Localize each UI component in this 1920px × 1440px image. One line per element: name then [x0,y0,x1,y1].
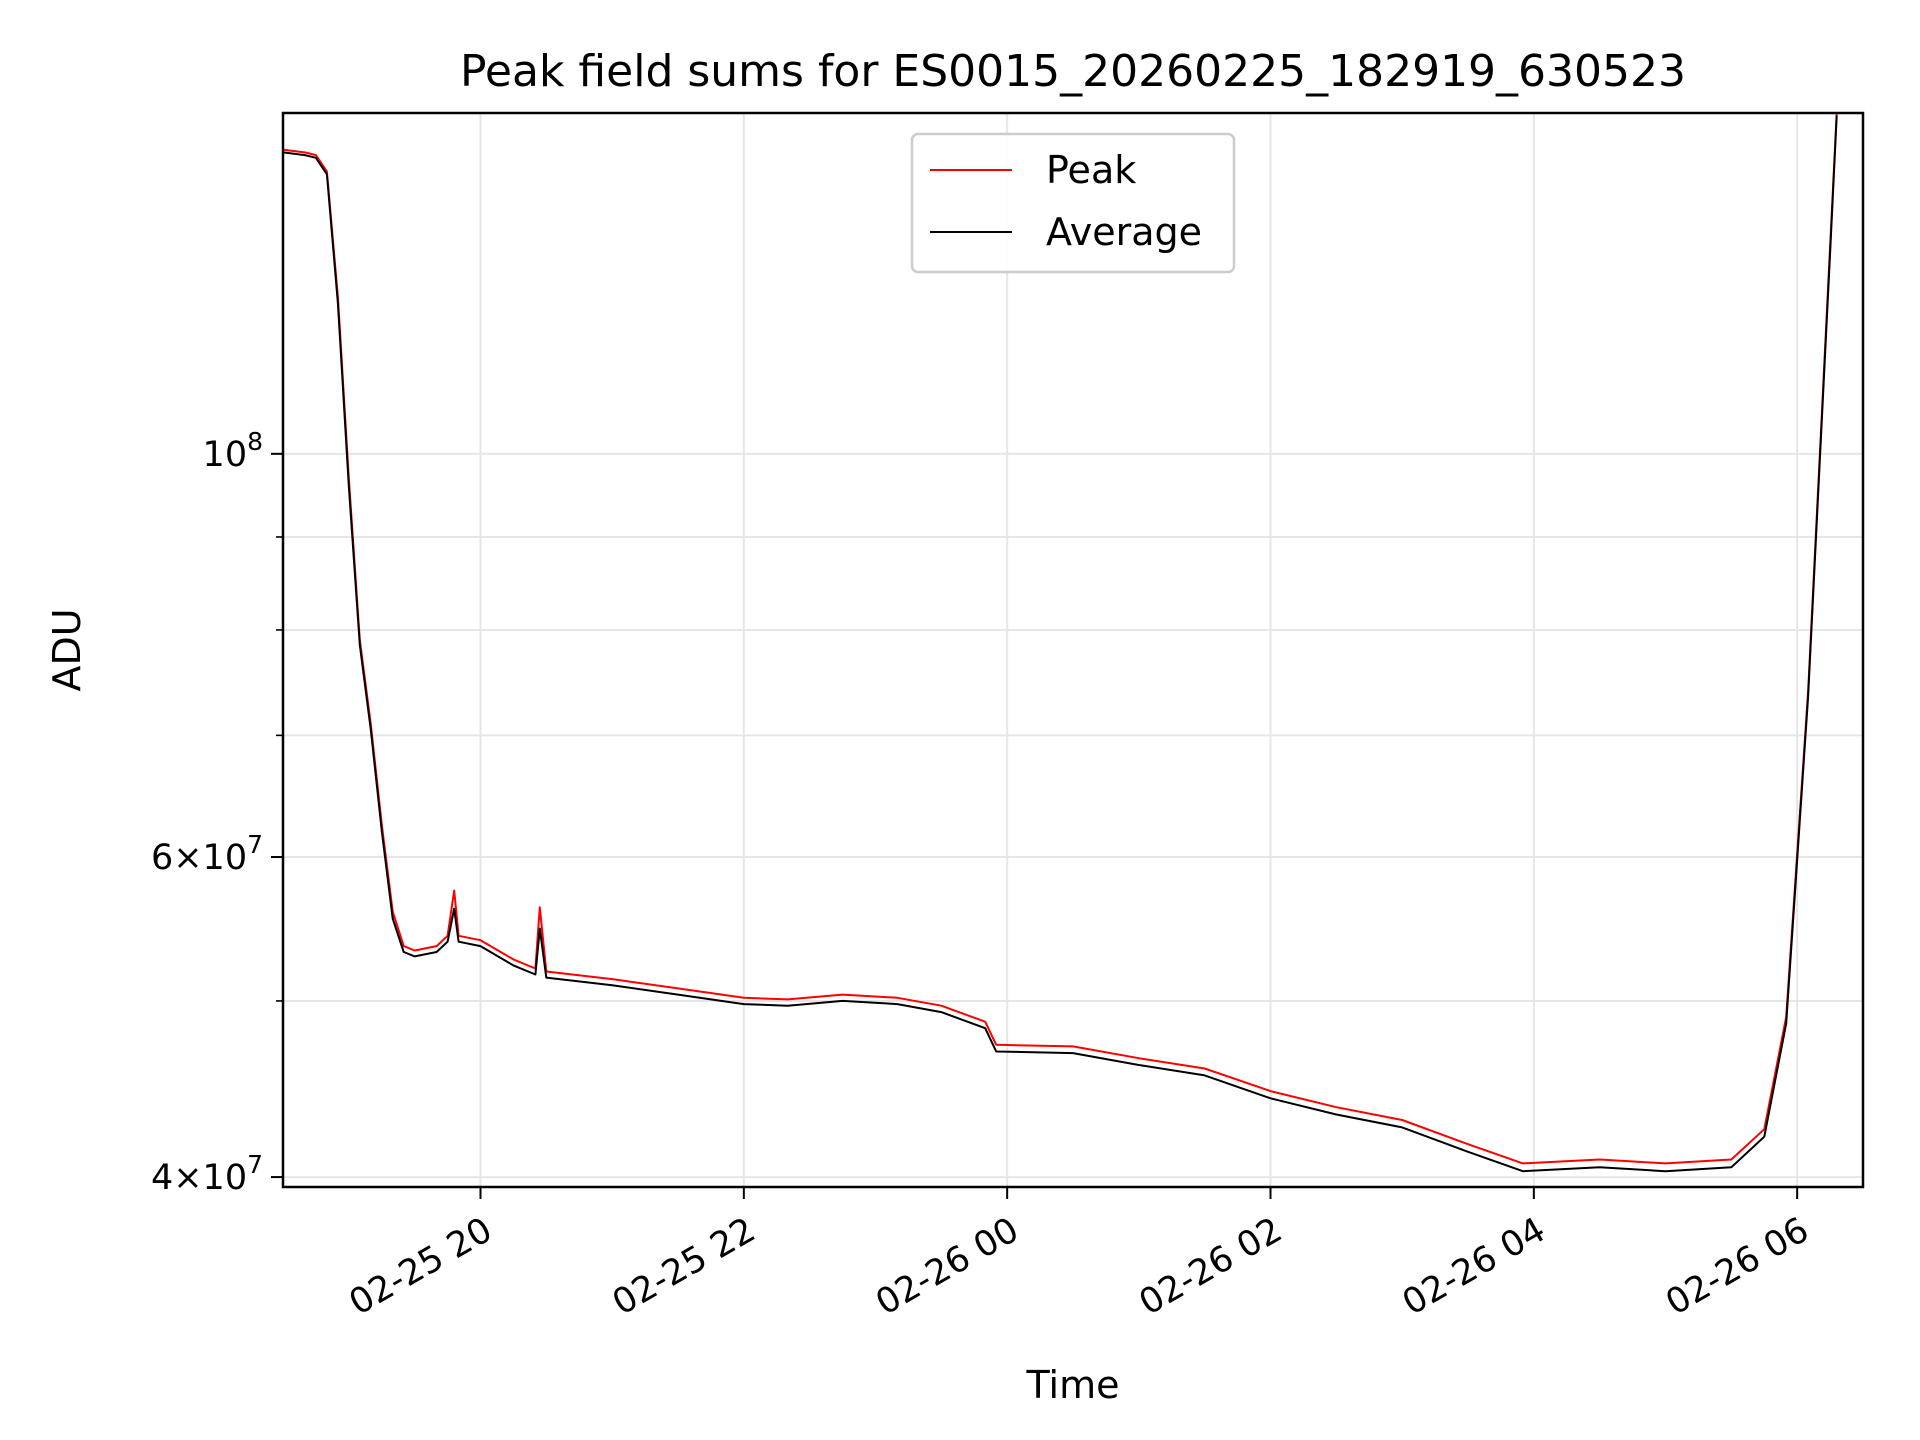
x-axis-ticks: 02-25 20 02-25 22 02-26 00 02-26 02 02-26 04… [343,1187,1816,1323]
x-tick-label: 02-26 06 [1659,1210,1815,1323]
chart-title: Peak field sums for ES0015_20260225_1829… [460,46,1686,97]
y-tick-multiply: × [173,1158,202,1198]
x-tick-label: 02-26 04 [1396,1210,1552,1323]
y-axis-label: ADU [45,608,89,691]
y-tick-ten: 10 [203,1158,248,1198]
y-tick-ten: 10 [203,838,248,878]
x-tick-label: 02-26 02 [1133,1210,1289,1323]
y-tick-ten: 10 [203,435,248,475]
y-tick-label: 6×107 [151,830,263,878]
x-tick-label: 02-25 20 [343,1210,499,1323]
y-tick-base: 6 [151,838,173,878]
grid-lines [283,113,1863,1187]
y-tick-exponent: 8 [247,427,263,456]
series-lines [283,113,1838,1173]
series-line-average [283,115,1838,1173]
legend: Peak Average [910,132,1236,274]
y-tick-base: 4 [151,1158,173,1198]
y-tick-exponent: 7 [247,1150,263,1179]
legend-box [910,132,1236,274]
x-tick-label: 02-25 22 [606,1210,762,1323]
x-axis-label: Time [1026,1363,1120,1407]
y-tick-label: 108 [203,427,263,475]
y-tick-exponent: 7 [247,830,263,859]
plot-frame [281,111,1865,1189]
x-tick-label: 02-26 00 [869,1210,1025,1323]
legend-label-peak: Peak [1046,148,1136,192]
y-tick-multiply: × [173,838,202,878]
y-tick-label: 4×107 [151,1150,263,1198]
legend-label-average: Average [1046,210,1202,254]
